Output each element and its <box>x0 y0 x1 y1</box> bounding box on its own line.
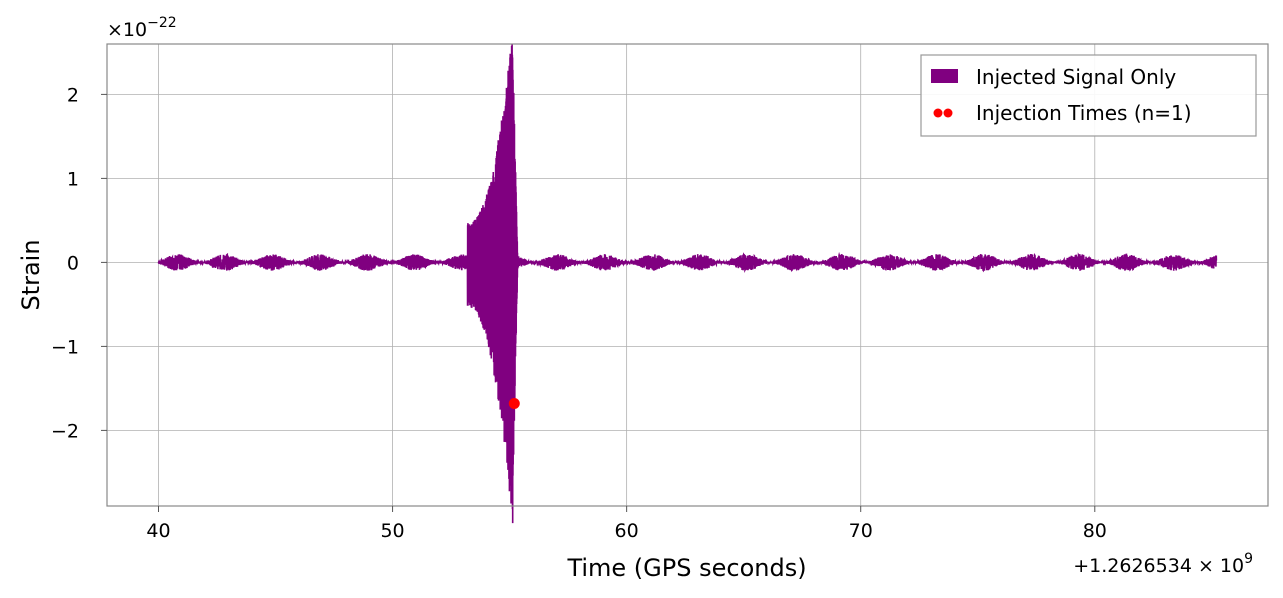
legend-label-signal: Injected Signal Only <box>976 65 1176 89</box>
y-scale-exponent: −22 <box>147 15 177 31</box>
x-tick-label: 40 <box>146 520 170 542</box>
legend-box <box>920 54 1257 137</box>
signal-series <box>157 44 1218 524</box>
plot-frame <box>106 43 1269 507</box>
y-tick-label: −2 <box>51 420 79 442</box>
legend-swatch-signal <box>931 69 958 83</box>
legend-label-injection: Injection Times (n=1) <box>976 101 1192 125</box>
y-tick-label: 0 <box>67 252 79 274</box>
injection-markers <box>508 398 520 410</box>
y-axis-label: Strain <box>17 239 45 310</box>
x-offset-exponent: 9 <box>1244 551 1253 567</box>
x-tick-label: 50 <box>380 520 404 542</box>
x-tick-label: 80 <box>1083 520 1107 542</box>
x-tick-label: 70 <box>849 520 873 542</box>
legend-marker-injection-b <box>943 108 953 118</box>
legend: Injected Signal Only Injection Times (n=… <box>920 54 1257 137</box>
y-tick-label: 2 <box>67 84 79 106</box>
y-scale-text: ×10−22 <box>107 15 177 41</box>
legend-marker-injection-a <box>933 108 943 118</box>
x-axis-label: Time (GPS seconds) <box>566 554 806 582</box>
injection-time-point <box>508 398 520 410</box>
y-tick-label: −1 <box>51 336 79 358</box>
x-offset-text: +1.2626534 × 109 <box>1073 551 1253 577</box>
y-tick-label: 1 <box>67 168 79 190</box>
x-axis-ticks: 40 50 60 70 80 <box>146 506 1107 542</box>
y-axis-ticks: −2 −1 0 1 2 <box>51 84 107 442</box>
signal-line <box>157 44 1218 524</box>
x-tick-label: 60 <box>615 520 639 542</box>
